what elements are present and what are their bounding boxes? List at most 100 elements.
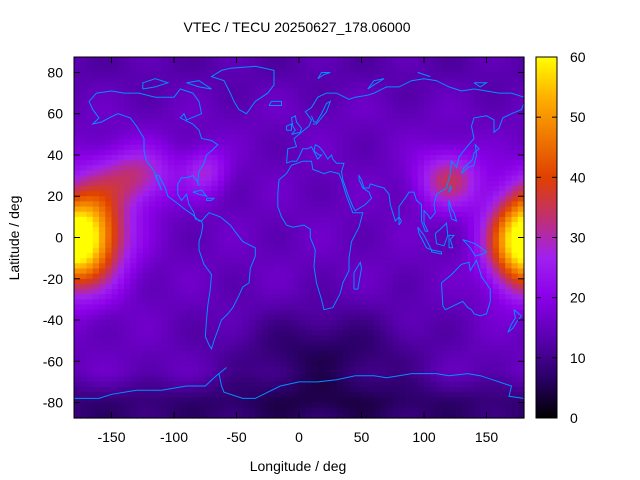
heatmap-cell [349,242,356,249]
heatmap-cell [499,196,506,202]
heatmap-cell [492,345,500,352]
heatmap-cell [199,139,206,146]
heatmap-cell [142,113,150,120]
heatmap-cell [199,108,206,115]
heatmap-cell [136,206,144,213]
heatmap-cell [455,62,463,68]
heatmap-cell [280,160,288,166]
heatmap-cell [349,211,356,218]
heatmap-cell [136,67,144,74]
heatmap-cell [486,376,494,383]
heatmap-cell [305,387,313,393]
heatmap-cell [499,103,506,110]
heatmap-cell [461,268,469,275]
heatmap-cell [417,340,425,347]
heatmap-cell [136,108,144,115]
heatmap-cell [474,108,481,115]
heatmap-cell [155,201,163,208]
heatmap-cell [192,108,200,115]
heatmap-cell [367,376,375,383]
heatmap-cell [224,361,231,368]
heatmap-cell [517,191,525,197]
heatmap-cell [242,113,250,120]
heatmap-cell [99,72,106,79]
heatmap-cell [336,273,344,280]
heatmap-cell [405,124,413,130]
heatmap-cell [217,397,225,404]
heatmap-cell [286,129,294,135]
heatmap-cell [399,242,406,249]
heatmap-cell [349,180,356,187]
heatmap-cell [449,263,456,270]
heatmap-cell [511,77,519,84]
heatmap-cell [349,216,356,223]
heatmap-cell [499,118,506,125]
heatmap-cell [517,82,525,89]
heatmap-cell [242,191,250,197]
heatmap-cell [424,185,431,192]
heatmap-cell [392,309,400,316]
heatmap-cell [117,57,125,63]
heatmap-cell [317,381,325,388]
heatmap-cell [186,330,194,337]
heatmap-cell [305,376,313,383]
heatmap-cell [274,242,281,249]
heatmap-cell [242,62,250,68]
heatmap-cell [511,216,519,223]
heatmap-cell [192,325,200,331]
heatmap-cell [80,185,88,192]
heatmap-cell [405,268,413,275]
heatmap-cell [449,397,456,404]
heatmap-cell [249,320,256,326]
heatmap-cell [467,134,475,141]
heatmap-cell [149,103,156,110]
heatmap-cell [86,160,94,166]
heatmap-cell [330,118,338,125]
heatmap-cell [461,165,469,172]
heatmap-cell [292,247,300,254]
heatmap-cell [130,392,138,398]
heatmap-cell [117,93,125,99]
heatmap-cell [230,361,238,368]
heatmap-cell [386,98,394,105]
heatmap-cell [274,325,281,331]
heatmap-cell [124,206,131,213]
heatmap-cell [124,340,131,347]
heatmap-cell [442,165,450,172]
heatmap-cell [517,325,525,331]
heatmap-cell [367,87,375,94]
heatmap-cell [174,387,181,393]
heatmap-cell [349,376,356,383]
heatmap-cell [174,252,181,259]
heatmap-cell [80,350,88,357]
heatmap-cell [105,350,113,357]
heatmap-cell [436,330,444,337]
heatmap-cell [480,278,488,285]
heatmap-cell [161,57,169,63]
heatmap-cell [111,165,119,172]
heatmap-cell [86,222,94,228]
heatmap-cell [342,335,350,342]
heatmap-cell [192,139,200,146]
heatmap-cell [274,67,281,74]
heatmap-cell [155,299,163,306]
heatmap-cell [117,129,125,135]
heatmap-cell [124,381,131,388]
heatmap-cell [86,258,94,264]
heatmap-cell [424,216,431,223]
heatmap-cell [311,87,319,94]
heatmap-cell [186,165,194,172]
heatmap-cell [199,57,206,63]
heatmap-cell [186,258,194,264]
heatmap-cell [230,335,238,342]
heatmap-cell [405,294,413,300]
heatmap-cell [499,222,506,228]
heatmap-cell [492,134,500,141]
heatmap-cell [111,407,119,414]
heatmap-cell [180,170,188,177]
heatmap-cell [399,361,406,368]
heatmap-cell [492,268,500,275]
heatmap-cell [355,397,363,404]
heatmap-cell [411,387,419,393]
heatmap-cell [430,216,438,223]
